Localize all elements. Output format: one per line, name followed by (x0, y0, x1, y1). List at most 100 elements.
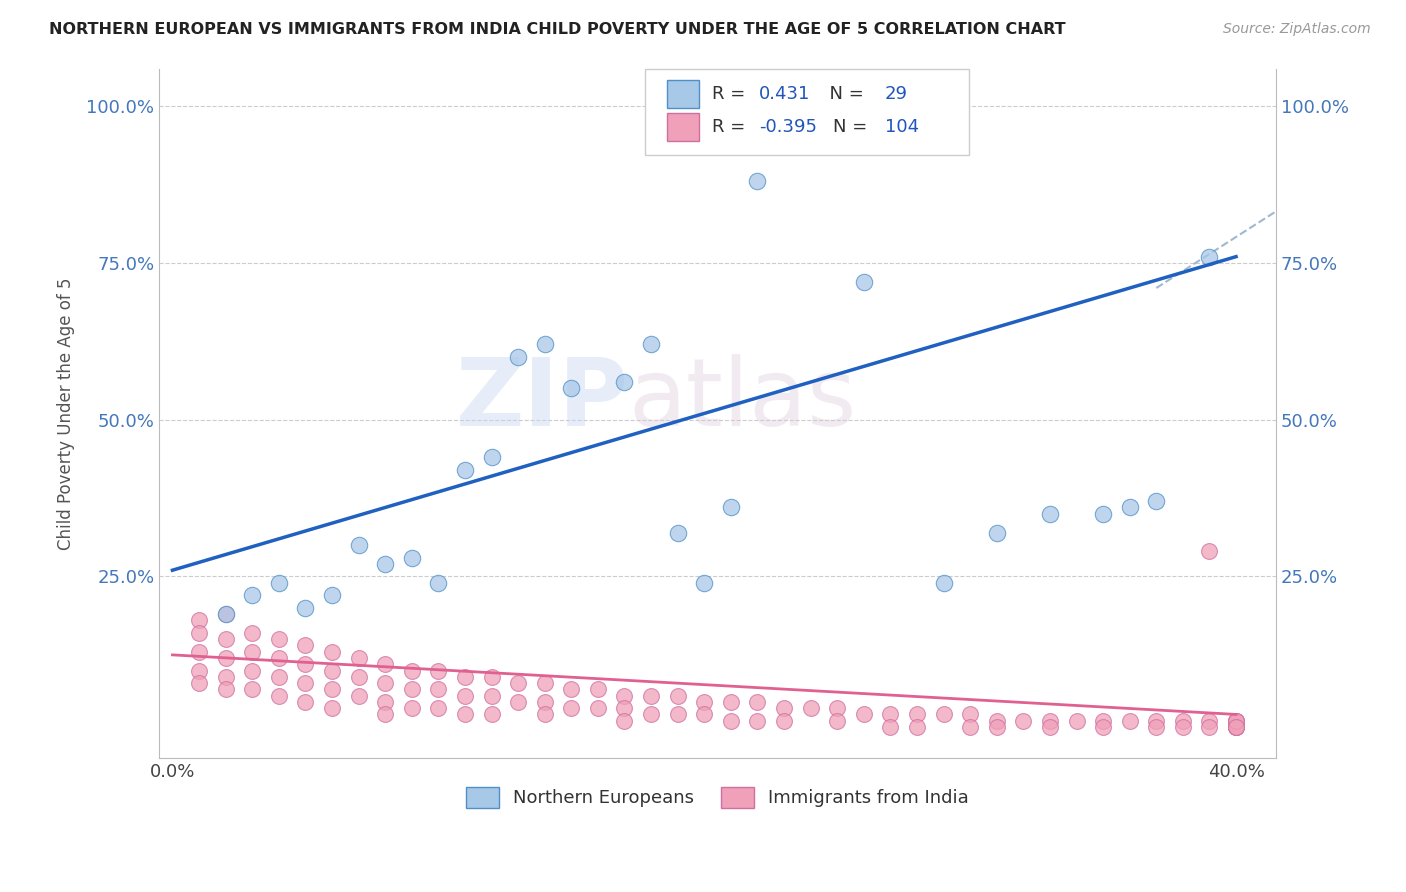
FancyBboxPatch shape (645, 69, 969, 154)
Point (481, 450, 503, 465)
Point (1092, 714, 1115, 728)
Point (481, 670, 503, 684)
Point (427, 575, 450, 590)
Point (613, 689, 636, 703)
Text: 0.431: 0.431 (759, 85, 810, 103)
Point (401, 550, 423, 565)
Point (508, 695, 530, 709)
Point (800, 701, 823, 715)
Point (321, 682, 343, 697)
Point (1066, 714, 1088, 728)
Point (905, 720, 928, 734)
Point (481, 707, 503, 722)
Point (294, 657, 316, 672)
Point (374, 676, 396, 690)
Point (747, 714, 769, 728)
Point (294, 600, 316, 615)
Point (879, 707, 901, 722)
Text: 104: 104 (884, 118, 920, 136)
Text: -0.395: -0.395 (759, 118, 817, 136)
Point (533, 337, 555, 351)
Point (586, 701, 609, 715)
Point (640, 689, 662, 703)
Point (533, 707, 555, 722)
Text: NORTHERN EUROPEAN VS IMMIGRANTS FROM INDIA CHILD POVERTY UNDER THE AGE OF 5 CORR: NORTHERN EUROPEAN VS IMMIGRANTS FROM IND… (49, 22, 1066, 37)
Point (1144, 720, 1167, 734)
Point (374, 695, 396, 709)
Point (1225, 714, 1247, 728)
Point (214, 670, 236, 684)
Point (374, 557, 396, 571)
Point (1225, 720, 1247, 734)
Point (666, 707, 689, 722)
Point (959, 707, 981, 722)
Point (401, 701, 423, 715)
Point (1171, 714, 1194, 728)
Point (214, 607, 236, 621)
Y-axis label: Child Poverty Under the Age of 5: Child Poverty Under the Age of 5 (58, 277, 75, 549)
Point (613, 701, 636, 715)
Bar (668, 80, 699, 108)
Point (533, 676, 555, 690)
Point (267, 670, 290, 684)
Point (825, 701, 848, 715)
Point (454, 670, 477, 684)
Point (1039, 714, 1062, 728)
Point (240, 682, 263, 697)
Point (986, 720, 1008, 734)
Text: 29: 29 (884, 85, 908, 103)
Point (773, 714, 796, 728)
Point (188, 613, 211, 627)
Point (720, 695, 742, 709)
Point (1225, 720, 1247, 734)
Point (640, 337, 662, 351)
Text: N =: N = (832, 118, 873, 136)
Text: R =: R = (711, 118, 751, 136)
Point (666, 689, 689, 703)
Point (214, 682, 236, 697)
Point (214, 632, 236, 647)
Point (879, 720, 901, 734)
Point (693, 695, 716, 709)
Point (852, 707, 875, 722)
Point (720, 714, 742, 728)
Point (347, 651, 370, 665)
Point (1198, 714, 1220, 728)
Point (800, 105, 823, 120)
Point (720, 500, 742, 515)
Point (1198, 720, 1220, 734)
Point (640, 707, 662, 722)
Bar (668, 113, 699, 141)
Point (240, 645, 263, 659)
Point (613, 714, 636, 728)
Text: R =: R = (711, 85, 751, 103)
Point (825, 714, 848, 728)
Point (188, 645, 211, 659)
Point (321, 588, 343, 602)
Point (560, 701, 582, 715)
Point (427, 682, 450, 697)
Point (959, 720, 981, 734)
Point (1198, 250, 1220, 264)
Point (294, 639, 316, 653)
Point (1039, 720, 1062, 734)
Point (374, 657, 396, 672)
Point (267, 689, 290, 703)
Point (267, 632, 290, 647)
Text: Source: ZipAtlas.com: Source: ZipAtlas.com (1223, 22, 1371, 37)
Point (1118, 714, 1140, 728)
Point (401, 682, 423, 697)
Text: N =: N = (818, 85, 869, 103)
Point (986, 714, 1008, 728)
Point (1092, 507, 1115, 521)
Point (347, 538, 370, 552)
Point (1118, 500, 1140, 515)
Point (1225, 714, 1247, 728)
Point (240, 626, 263, 640)
Point (533, 695, 555, 709)
Point (1144, 494, 1167, 508)
Point (1171, 720, 1194, 734)
Point (321, 664, 343, 678)
Point (240, 588, 263, 602)
Point (481, 689, 503, 703)
